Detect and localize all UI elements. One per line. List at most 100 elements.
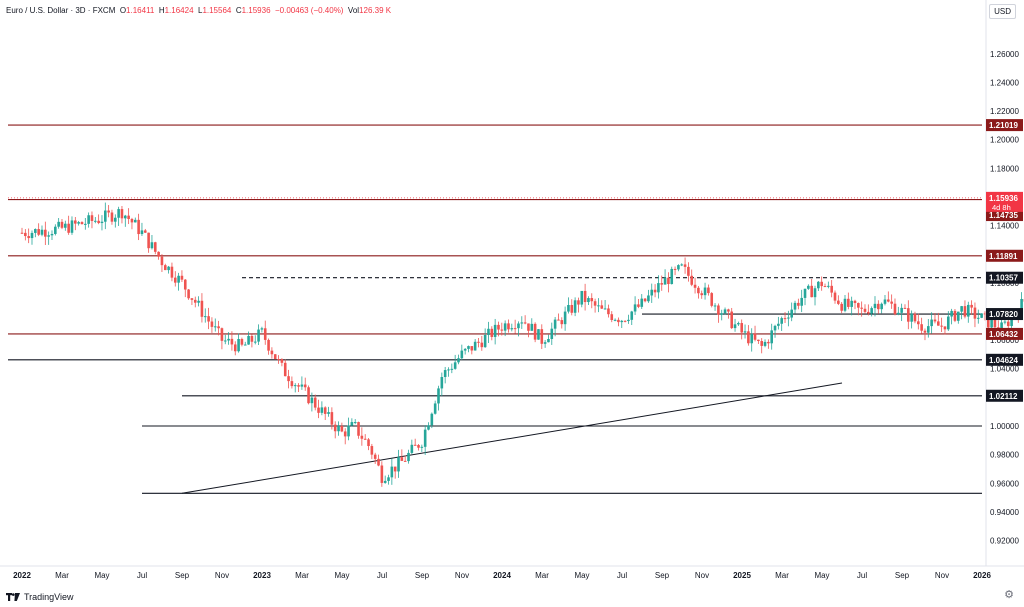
price-level-tag-label: 1.11891 [989,252,1018,261]
candles [20,202,1024,487]
candle-body [740,323,744,333]
candle-body [1000,322,1003,331]
candle-body [393,466,397,472]
candle-body [413,444,417,446]
candle-body [960,306,963,312]
gear-icon[interactable]: ⚙ [1004,589,1014,601]
time-tick-label: Sep [175,571,190,580]
candle-body [123,215,127,219]
price-tick-label: 1.26000 [990,50,1019,59]
time-tick-label: Mar [55,571,69,580]
candle-body [143,230,147,233]
candle-body [427,425,430,430]
price-level-tag-label: 1.10357 [989,274,1018,283]
candle-body [193,299,197,303]
tradingview-logo-icon [6,593,20,601]
candle-body [980,313,983,318]
candle-body [453,362,457,369]
candle-body [560,320,564,325]
candle-body [933,319,937,322]
candle-body [986,313,990,328]
candle-body [150,242,154,249]
candle-body [890,301,893,304]
candle-body [907,308,910,322]
candle-body [927,326,930,333]
candle-body [940,325,943,327]
price-level-tag-label: 1.07820 [989,310,1018,319]
candle-body [883,299,887,304]
candle-body [783,318,787,320]
time-tick-label: Jul [857,571,867,580]
time-tick-label: May [574,571,589,580]
candle-body [297,385,300,387]
open-label: O [119,6,127,15]
candle-body [950,310,953,317]
candle-body [333,424,337,432]
candle-body [793,302,797,310]
candle-body [860,307,863,309]
candle-body [160,256,164,266]
candle-body [946,316,950,330]
price-level-tag-label: 1.04624 [989,356,1018,365]
time-tick-label: May [94,571,109,580]
candle-body [820,281,823,287]
candle-body [280,359,284,363]
candle-body [447,369,450,371]
candle-body [873,303,877,309]
candle-body [443,370,447,378]
candle-body [493,324,497,337]
candle-body [267,339,270,351]
candle-body [630,311,634,320]
time-tick-label: 2022 [13,571,31,580]
price-axis[interactable]: 1.260001.240001.220001.200001.180001.160… [985,0,1023,566]
price-level-tag [986,353,1023,366]
candle-body [273,354,277,360]
price-tick-label: 1.22000 [990,107,1019,116]
currency-button[interactable]: USD [989,4,1016,19]
symbol-legend: Euro / U.S. Dollar · 3D · FXCM O1.16411 … [6,6,391,15]
candle-body [670,268,674,285]
candle-body [463,348,467,351]
candle-body [310,397,314,404]
candle-body [623,320,627,322]
candle-body [533,323,537,340]
candle-body [187,289,190,299]
time-axis[interactable]: 2022 Mar May Jul Sep Nov 2023 Mar May Jul Sep Nov 20… [0,565,1024,580]
candle-body [34,229,37,233]
time-tick-label: Sep [655,571,670,580]
candle-body [70,220,74,233]
candle-body [127,215,130,220]
candle-body [390,466,394,478]
low-value: 1.15564 [202,6,232,15]
candle-body [710,293,714,306]
candle-body [587,298,590,303]
time-tick-label: May [814,571,829,580]
candle-body [760,341,764,346]
candle-body [500,329,504,331]
candle-body [970,304,973,308]
candle-body [330,412,334,425]
candle-body [133,219,137,223]
candle-body [660,283,664,285]
candle-body [530,323,534,331]
candle-body [976,317,980,319]
price-level-tag [986,308,1023,321]
vol-label: Vol [347,6,360,15]
candle-body [170,266,174,278]
candle-body [74,220,77,224]
candle-body [707,287,710,294]
candle-body [223,340,227,342]
candle-body [966,304,970,317]
candle-body [373,454,377,459]
time-tick-label: 2026 [973,571,991,580]
candle-body [603,308,607,310]
candle-body [57,221,60,227]
candle-body [683,264,687,267]
candle-body [94,220,97,222]
candle-body [903,307,907,309]
candle-body [790,309,793,318]
candle-body [407,452,410,462]
candle-body [813,288,817,298]
candle-body [104,210,107,222]
